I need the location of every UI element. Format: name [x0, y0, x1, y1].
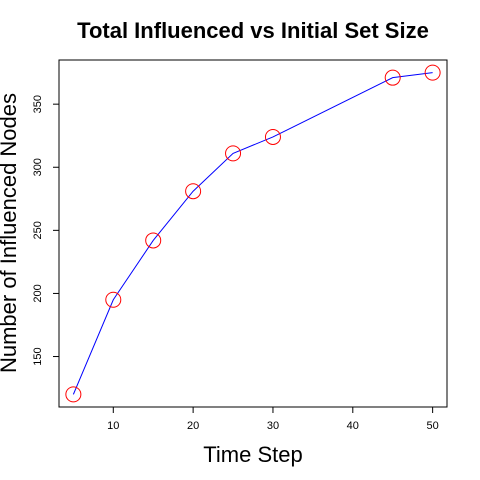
y-tick-label: 350 [32, 95, 44, 113]
x-tick-label: 10 [107, 420, 119, 432]
x-tick-label: 40 [347, 420, 359, 432]
data-point [145, 232, 162, 249]
x-axis: 10 20 30 40 50 [107, 406, 439, 432]
data-point [105, 291, 122, 308]
data-point [225, 145, 242, 162]
series-line [72, 72, 433, 395]
x-tick-label: 50 [427, 420, 439, 432]
y-axis-label: Number of Influenced Nodes [0, 93, 21, 373]
chart-title: Total Influenced vs Initial Set Size [77, 18, 429, 43]
y-tick-label: 300 [32, 158, 44, 176]
y-tick-label: 150 [32, 347, 44, 365]
y-tick-label: 200 [32, 284, 44, 302]
x-tick-label: 30 [267, 420, 279, 432]
y-tick-label: 250 [32, 221, 44, 239]
y-axis: 150 200 250 300 350 [32, 95, 60, 366]
x-tick-label: 20 [187, 420, 199, 432]
series-layer [65, 64, 441, 403]
data-point [65, 386, 82, 403]
data-point [264, 128, 281, 145]
data-point [424, 64, 441, 81]
x-axis-label: Time Step [203, 442, 302, 467]
data-point [185, 183, 202, 200]
data-point [384, 69, 401, 86]
